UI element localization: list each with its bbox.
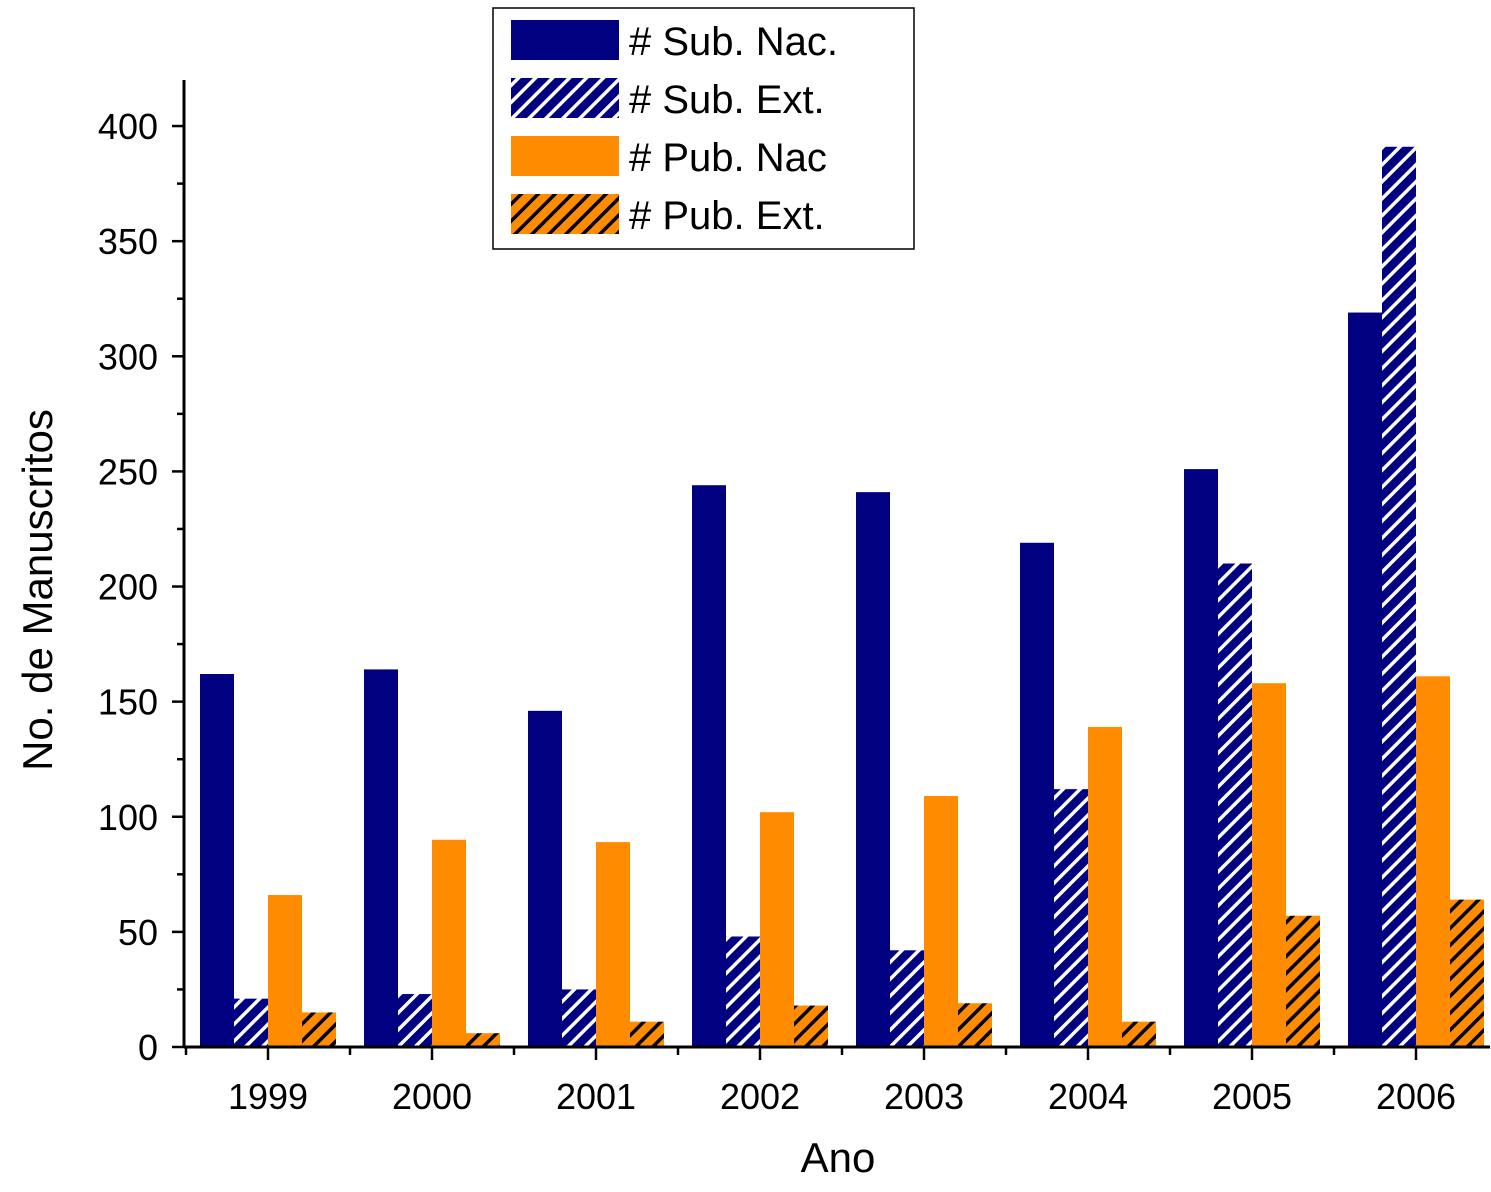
bar-2005-series-3 (1252, 683, 1286, 1047)
bar-2002-series-1 (692, 485, 726, 1047)
bar-2003-series-1 (856, 492, 890, 1047)
bar-2006-series-2 (1382, 146, 1416, 1047)
bar-2005-series-4 (1286, 915, 1320, 1047)
y-tick-label: 150 (98, 682, 158, 723)
bar-2006-series-3 (1416, 676, 1450, 1047)
bar-2000-series-2 (398, 994, 432, 1047)
x-tick-label: 2005 (1212, 1076, 1292, 1117)
x-tick-label: 1999 (228, 1076, 308, 1117)
x-tick-label: 2003 (884, 1076, 964, 1117)
x-tick-label: 2004 (1048, 1076, 1128, 1117)
legend-label: # Pub. Ext. (629, 194, 825, 238)
bar-1999-series-4 (302, 1012, 336, 1047)
bar-2000-series-4 (466, 1033, 500, 1047)
bar-2003-series-4 (958, 1003, 992, 1047)
y-tick-label: 0 (138, 1027, 158, 1068)
x-tick-label: 2006 (1376, 1076, 1456, 1117)
bar-2002-series-4 (794, 1005, 828, 1047)
bar-1999-series-2 (234, 998, 268, 1047)
bar-2004-series-4 (1122, 1021, 1156, 1047)
bar-2006-series-1 (1348, 312, 1382, 1047)
legend-label: # Sub. Ext. (629, 78, 825, 122)
legend-swatch (511, 194, 619, 234)
bar-2005-series-2 (1218, 563, 1252, 1047)
legend-swatch (511, 78, 619, 118)
y-tick-label: 350 (98, 221, 158, 262)
legend-swatch (511, 136, 619, 176)
bar-2004-series-2 (1054, 789, 1088, 1047)
legend-label: # Sub. Nac. (629, 20, 838, 64)
bar-2001-series-2 (562, 989, 596, 1047)
bar-1999-series-1 (200, 674, 234, 1047)
bar-2005-series-1 (1184, 469, 1218, 1047)
bar-2003-series-2 (890, 950, 924, 1047)
bar-2001-series-3 (596, 842, 630, 1047)
bar-2001-series-1 (528, 710, 562, 1047)
bar-2002-series-3 (760, 812, 794, 1047)
x-tick-label: 2001 (556, 1076, 636, 1117)
bar-1999-series-3 (268, 895, 302, 1047)
legend-swatch (511, 20, 619, 60)
bar-2004-series-3 (1088, 726, 1122, 1047)
y-tick-label: 400 (98, 106, 158, 147)
y-tick-label: 200 (98, 567, 158, 608)
bar-2002-series-2 (726, 936, 760, 1047)
axes-group: 0 50 100 150 200 250 300 350 400 1999 2000 2001 2002… (98, 80, 1490, 1117)
legend-label: # Pub. Nac (629, 136, 827, 180)
x-axis-title: Ano (801, 1134, 876, 1181)
y-tick-label: 50 (118, 912, 158, 953)
bar-2001-series-4 (630, 1021, 664, 1047)
y-tick-label: 250 (98, 451, 158, 492)
bar-2000-series-1 (364, 669, 398, 1047)
y-tick-label: 100 (98, 797, 158, 838)
bars-group (200, 146, 1484, 1047)
y-axis-title: No. de Manuscritos (14, 409, 61, 771)
bar-2003-series-3 (924, 796, 958, 1047)
bar-2004-series-1 (1020, 542, 1054, 1047)
x-tick-label: 2002 (720, 1076, 800, 1117)
bar-2000-series-3 (432, 839, 466, 1047)
bar-2006-series-4 (1450, 899, 1484, 1047)
y-tick-label: 300 (98, 336, 158, 377)
legend: # Sub. Nac. # Sub. Ext. # Pub. Nac # Pub. E… (492, 7, 915, 250)
x-tick-label: 2000 (392, 1076, 472, 1117)
